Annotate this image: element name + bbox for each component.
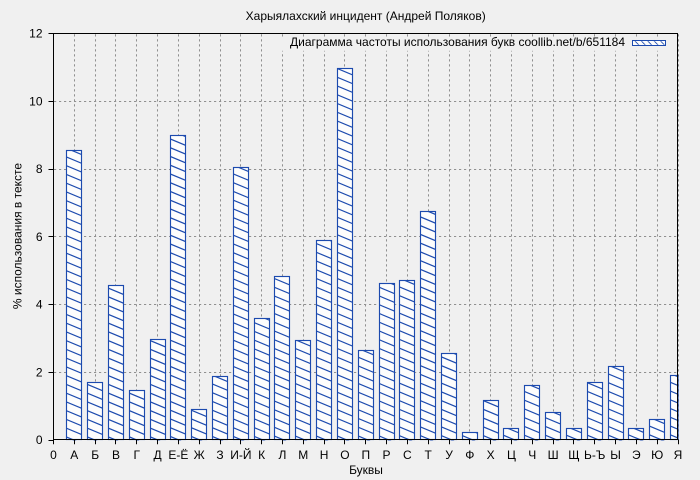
svg-text:К: К bbox=[258, 448, 265, 462]
svg-text:Ж: Ж bbox=[194, 448, 205, 462]
svg-text:Р: Р bbox=[383, 448, 391, 462]
svg-text:Я: Я bbox=[674, 448, 683, 462]
svg-text:Э: Э bbox=[632, 448, 641, 462]
svg-text:П: П bbox=[361, 448, 370, 462]
svg-text:Щ: Щ bbox=[568, 448, 579, 462]
svg-text:Х: Х bbox=[487, 448, 495, 462]
svg-text:Л: Л bbox=[279, 448, 287, 462]
svg-text:6: 6 bbox=[36, 230, 43, 244]
svg-text:Ц: Ц bbox=[507, 448, 516, 462]
svg-text:А: А bbox=[70, 448, 78, 462]
svg-text:О: О bbox=[340, 448, 349, 462]
svg-text:12: 12 bbox=[29, 27, 43, 41]
svg-text:8: 8 bbox=[36, 162, 43, 176]
svg-text:0: 0 bbox=[50, 448, 57, 462]
svg-text:Буквы: Буквы bbox=[349, 463, 383, 477]
svg-text:Б: Б bbox=[91, 448, 99, 462]
svg-text:У: У bbox=[445, 448, 453, 462]
svg-text:В: В bbox=[112, 448, 120, 462]
svg-text:Ы: Ы bbox=[610, 448, 621, 462]
svg-text:Н: Н bbox=[320, 448, 329, 462]
svg-text:Ч: Ч bbox=[528, 448, 536, 462]
svg-text:4: 4 bbox=[36, 298, 43, 312]
svg-text:% использования в тексте: % использования в тексте bbox=[11, 163, 25, 309]
svg-text:Ш: Ш bbox=[548, 448, 559, 462]
svg-text:Е-Ё: Е-Ё bbox=[168, 448, 188, 462]
svg-text:Т: Т bbox=[425, 448, 433, 462]
svg-text:Д: Д bbox=[154, 448, 162, 462]
svg-text:Ф: Ф bbox=[465, 448, 474, 462]
svg-text:С: С bbox=[403, 448, 412, 462]
svg-text:0: 0 bbox=[36, 433, 43, 447]
svg-text:Г: Г bbox=[134, 448, 141, 462]
svg-text:Ю: Ю bbox=[651, 448, 663, 462]
svg-text:2: 2 bbox=[36, 365, 43, 379]
svg-text:10: 10 bbox=[29, 94, 43, 108]
svg-text:Диаграмма частоты использовани: Диаграмма частоты использования букв coo… bbox=[290, 35, 625, 49]
svg-text:З: З bbox=[216, 448, 223, 462]
svg-text:М: М bbox=[298, 448, 308, 462]
svg-text:И-Й: И-Й bbox=[230, 447, 251, 462]
svg-text:Ь-Ъ: Ь-Ъ bbox=[584, 448, 605, 462]
svg-text:Харыялахский инцидент (Андрей: Харыялахский инцидент (Андрей Поляков) bbox=[246, 9, 486, 23]
